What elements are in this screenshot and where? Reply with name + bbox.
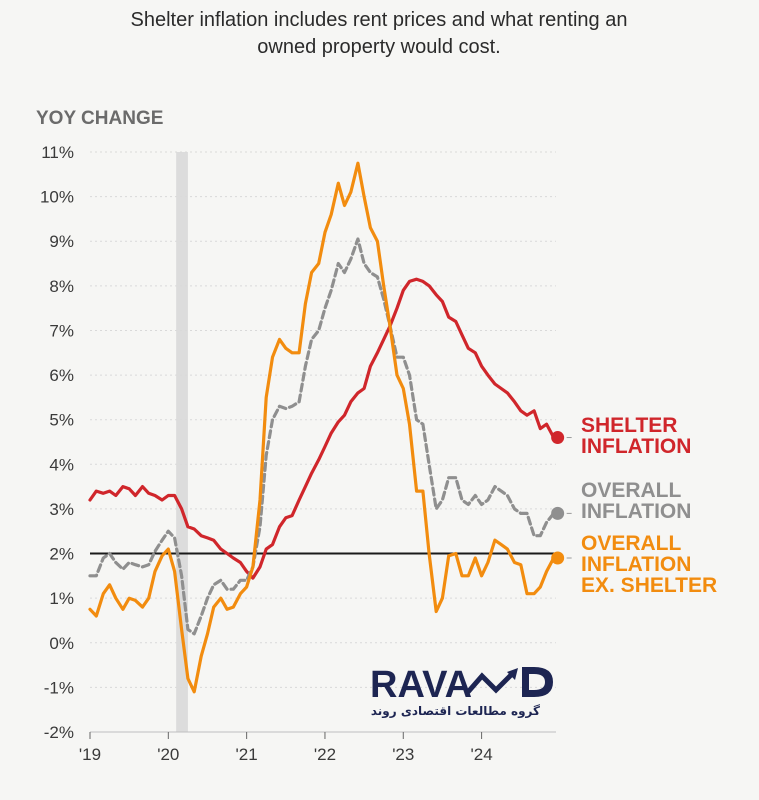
y-tick-label: 0%: [49, 634, 74, 653]
legend: SHELTERINFLATIONOVERALLINFLATIONOVERALLI…: [566, 414, 717, 597]
series-line-shelter-inflation: [88, 277, 556, 580]
recession-band-layer: [176, 152, 188, 732]
y-axis-title: YOY CHANGE: [36, 108, 163, 129]
y-tick-label: 2%: [49, 545, 74, 564]
y-tick-label: 10%: [40, 188, 74, 207]
legend-label-overall-inflation-ex-shelter: INFLATION: [581, 553, 691, 576]
y-tick-label: 3%: [49, 500, 74, 519]
y-tick-label: 4%: [49, 455, 74, 474]
legend-label-shelter-inflation: SHELTER: [581, 414, 677, 437]
watermark-logo-icon: [466, 667, 553, 697]
watermark-tagline: گروه مطالعات اقتصادی روند: [371, 704, 540, 719]
legend-label-overall-inflation-ex-shelter: OVERALL: [581, 532, 682, 555]
y-tick-label: 6%: [49, 366, 74, 385]
legend-label-shelter-inflation: INFLATION: [581, 435, 691, 458]
x-tick-label: '23: [392, 745, 414, 764]
y-axis-ticks: -2% -1% 0% 1% 2% 3% 4% 5% 6% 7% 8% 9% 10% 11%: [40, 143, 74, 742]
x-tick-label: '19: [79, 745, 101, 764]
y-tick-label: 8%: [49, 277, 74, 296]
chart-subtitle: owned property would cost.: [257, 36, 500, 58]
end-marker-overall-inflation-ex-shelter: [551, 551, 565, 565]
x-axis-ticks: '19 '20 '21 '22 '23 '24: [79, 731, 556, 764]
y-tick-label: 1%: [49, 589, 74, 608]
legend-label-overall-inflation: INFLATION: [581, 500, 691, 523]
y-tick-label: -1%: [44, 678, 74, 697]
x-tick-label: '24: [471, 745, 493, 764]
x-tick-label: '22: [314, 745, 336, 764]
legend-label-overall-inflation-ex-shelter: EX. SHELTER: [581, 574, 717, 597]
series-layer: [88, 161, 565, 694]
y-tick-label: 5%: [49, 411, 74, 430]
y-tick-label: -2%: [44, 723, 74, 742]
legend-label-overall-inflation: OVERALL: [581, 479, 682, 502]
recession-band: [176, 152, 188, 732]
chart-title: Shelter inflation includes rent prices a…: [131, 9, 628, 31]
y-tick-label: 11%: [41, 143, 74, 162]
series-line-overall-inflation: [88, 237, 556, 636]
watermark-brand: RAVA: [370, 664, 472, 706]
end-marker-overall-inflation: [551, 506, 565, 520]
end-marker-shelter-inflation: [551, 431, 565, 445]
y-tick-label: 9%: [49, 232, 74, 251]
series-line-overall-inflation-ex-shelter: [88, 161, 556, 694]
ravand-watermark: RAVA گروه مطالعات اقتصادی روند: [370, 664, 553, 719]
x-tick-label: '21: [236, 745, 258, 764]
x-tick-label: '20: [157, 745, 179, 764]
y-tick-label: 7%: [49, 321, 74, 340]
